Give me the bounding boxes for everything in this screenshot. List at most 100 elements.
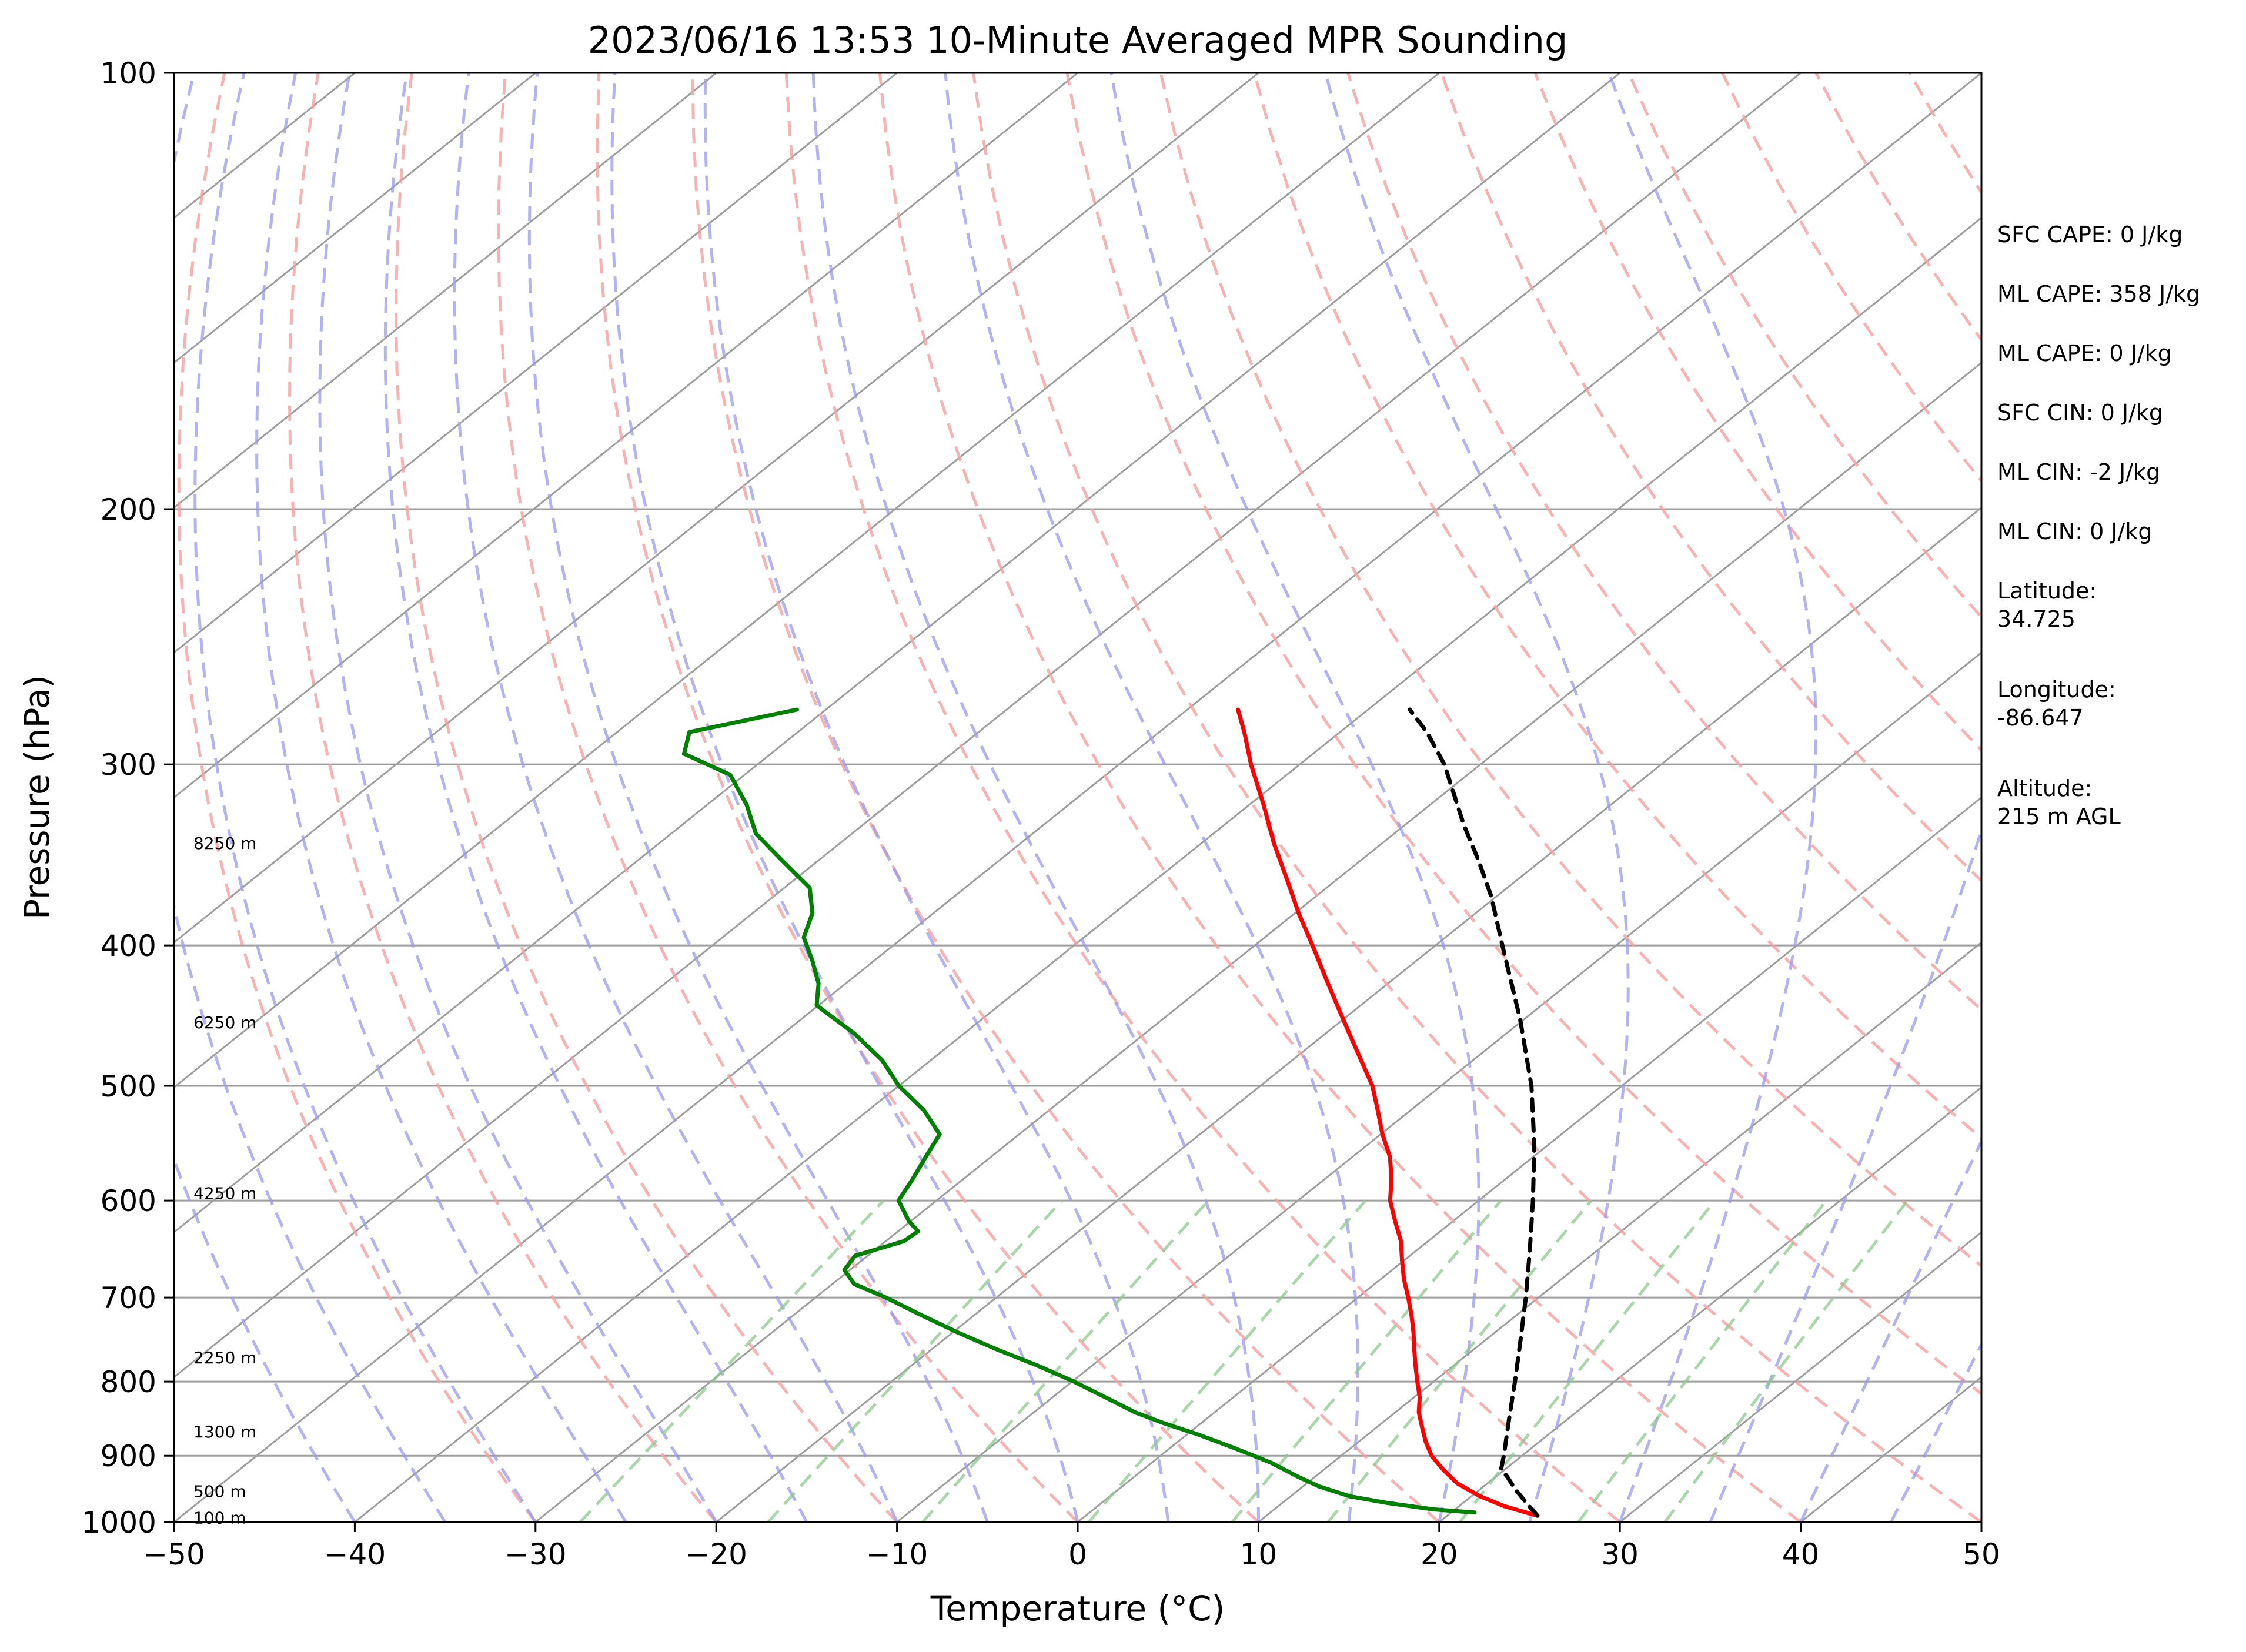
y-tick-label: 900 [101, 1439, 156, 1473]
moist-adiabat-line [255, 73, 627, 1522]
temperature-line [1236, 707, 1540, 1518]
stats-panel: SFC CAPE: 0 J/kg ML CAPE: 358 J/kg ML CAPE… [1997, 222, 2200, 830]
isotherm-line [716, 506, 1981, 1522]
dry-adiabats [177, 73, 1981, 1522]
isotherm-line [174, 73, 1802, 1379]
x-tick-label: 30 [1601, 1537, 1639, 1571]
y-tick-label: 100 [101, 56, 156, 91]
isotherm-line [174, 73, 1621, 1233]
height-label: 1300 m [193, 1422, 256, 1442]
y-tick-label: 400 [101, 929, 156, 963]
y-axis-ticks: 100 200 300 400 500 600 700 800 900 1000 [82, 56, 174, 1540]
stat-text: Longitude: [1997, 677, 2116, 703]
mixing-ratio-line [767, 1199, 1064, 1522]
sounding-series [681, 707, 1540, 1518]
dewpoint-line [681, 707, 1477, 1515]
height-label: 500 m [193, 1482, 246, 1501]
mixing-ratio-line [1459, 1199, 1717, 1522]
isotherm-line [174, 73, 898, 654]
moist-adiabats [174, 73, 1981, 1522]
y-tick-label: 200 [101, 493, 156, 527]
isotherm-line [174, 73, 1981, 1522]
dry-adiabat-line [878, 73, 1802, 1522]
parcel-line [1408, 707, 1540, 1518]
x-tick-label: −20 [685, 1537, 747, 1571]
stat-text: Latitude: [1997, 578, 2097, 604]
mixing-ratio-line [921, 1199, 1210, 1522]
moist-adiabat-line [453, 73, 898, 1522]
dry-adiabat-line [497, 73, 1079, 1522]
stat-text: ML CIN: 0 J/kg [1997, 519, 2152, 544]
dry-adiabat-line [1346, 73, 1981, 1012]
moist-adiabat-line [1709, 73, 1981, 1522]
isotherm-line [174, 73, 1078, 799]
moist-adiabat-line [610, 73, 1079, 1522]
mixing-ratio-line [1663, 1199, 1909, 1522]
stat-text: ML CIN: -2 J/kg [1997, 459, 2160, 485]
dry-adiabat-line [395, 73, 898, 1522]
moist-adiabat-line [383, 73, 808, 1522]
dry-adiabat-line [1533, 73, 1981, 753]
stat-text: 215 m AGL [1997, 804, 2121, 830]
x-axis-label: Temperature (°C) [930, 1589, 1225, 1628]
moist-adiabat-line [1109, 73, 1480, 1522]
dry-adiabat-line [177, 73, 537, 1522]
isotherm-line [896, 651, 1981, 1522]
dry-adiabat-line [1252, 73, 1981, 1140]
mixing-ratio-line [1231, 1199, 1502, 1522]
y-tick-label: 1000 [82, 1506, 156, 1540]
stat-text: ML CAPE: 0 J/kg [1997, 340, 2172, 366]
height-label: 100 m [193, 1508, 246, 1527]
y-tick-label: 500 [101, 1069, 156, 1103]
mixing-ratio-line [1326, 1199, 1593, 1522]
x-tick-label: 40 [1782, 1537, 1820, 1571]
mixing-ratio-lines [579, 1199, 1909, 1522]
stat-text: ML CAPE: 358 J/kg [1997, 281, 2200, 307]
x-tick-label: 50 [1963, 1537, 2000, 1571]
moist-adiabat-line [527, 73, 989, 1522]
plot-area [174, 73, 1981, 1522]
x-tick-label: −10 [866, 1537, 928, 1571]
y-tick-label: 300 [101, 748, 156, 782]
isotherm-line [354, 216, 1981, 1522]
mixing-ratio-line [579, 1199, 885, 1522]
chart-title: 2023/06/16 13:53 10-Minute Averaged MPR … [588, 19, 1568, 62]
moist-adiabat-line [944, 73, 1360, 1522]
moist-adiabat-line [193, 73, 537, 1522]
dry-adiabat-line [784, 73, 1621, 1522]
x-tick-label: −40 [324, 1537, 386, 1571]
y-tick-label: 800 [101, 1365, 156, 1399]
isotherm-line [174, 73, 1259, 944]
stat-text: SFC CIN: 0 J/kg [1997, 400, 2163, 426]
height-labels: 8250 m 6250 m 4250 m 2250 m 1300 m 500 m 100 m [193, 834, 256, 1527]
isotherm-line [1438, 1086, 1981, 1522]
isotherm-line [1077, 796, 1981, 1522]
y-axis-label: Pressure (hPa) [17, 675, 57, 919]
moist-adiabat-line [811, 73, 1260, 1522]
x-tick-label: 20 [1421, 1537, 1458, 1571]
isotherm-line [174, 73, 717, 509]
dry-adiabat-line [1065, 73, 1981, 1396]
moist-adiabat-line [318, 73, 718, 1522]
mixing-ratio-line [1087, 1199, 1367, 1522]
moist-adiabat-line [1799, 1138, 1981, 1522]
dry-adiabat-line [1440, 73, 1981, 883]
moist-adiabat-line [1323, 73, 1630, 1522]
isotherm-line [534, 362, 1981, 1522]
dry-adiabat-line [691, 73, 1440, 1522]
y-tick-label: 700 [101, 1281, 156, 1315]
x-tick-label: 0 [1068, 1537, 1087, 1571]
isotherm-line [1258, 941, 1981, 1522]
dry-adiabat-line [1159, 73, 1981, 1268]
stat-text: Altitude: [1997, 775, 2092, 801]
x-axis-ticks: −50 −40 −30 −20 −10 0 10 20 30 40 50 [143, 1522, 2000, 1571]
isotherm-line [174, 73, 536, 364]
x-tick-label: −50 [143, 1537, 205, 1571]
isobar-grid [174, 73, 1981, 1522]
height-label: 4250 m [193, 1184, 256, 1203]
isotherm-line [1619, 1231, 1981, 1522]
dry-adiabat-line [288, 73, 718, 1522]
height-label: 6250 m [193, 1013, 256, 1032]
x-tick-label: −30 [504, 1537, 567, 1571]
stat-text: SFC CAPE: 0 J/kg [1997, 222, 2183, 248]
